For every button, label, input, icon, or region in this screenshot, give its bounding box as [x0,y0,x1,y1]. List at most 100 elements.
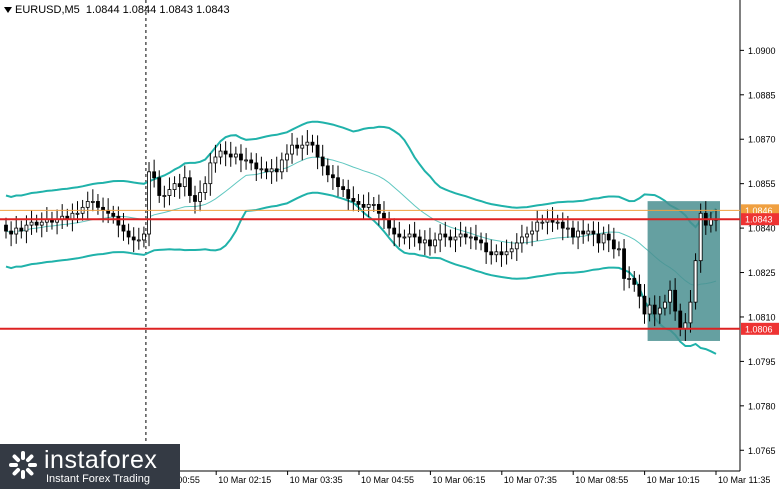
candle-body [468,236,473,239]
candle-body [581,230,586,235]
candle [228,141,233,167]
candle [147,162,151,247]
candle [249,152,254,171]
candle [443,221,448,247]
candle-body [402,236,407,239]
candle [14,215,19,244]
candle-body [254,162,259,170]
candle [647,297,652,322]
candle [402,229,407,245]
candle [586,223,591,242]
candle [530,221,535,247]
candle-body [494,251,499,256]
candle-body [259,168,264,171]
candle-body [223,150,228,155]
candle-body [453,236,458,241]
candle [392,218,397,247]
candle [535,210,540,241]
candle [198,180,203,212]
candle-body [187,177,192,196]
time-tick-label: 10 Mar 03:35 [290,475,343,485]
candle [244,147,248,170]
candle [514,233,519,261]
candle-body [346,189,351,199]
candle [596,221,601,253]
candle [264,161,269,180]
candle-body [698,212,703,262]
candle [279,152,284,180]
candle [617,241,621,257]
time-tick-label: 10 Mar 08:55 [575,475,628,485]
candle-body [182,177,187,188]
candle-body [269,168,274,173]
price-tick-label: 1.0795 [748,357,776,367]
candle-body [152,171,157,179]
price-tick-label: 1.0885 [748,90,776,100]
candle [126,223,131,245]
candle-body [663,301,667,309]
candle [663,294,667,316]
candle-body [448,236,453,241]
candle [560,212,565,241]
candle [320,144,325,176]
candle [239,144,243,173]
candle-body [9,230,14,235]
candle [606,224,611,253]
candle [305,130,310,155]
candle [50,211,54,230]
candle-body [693,260,698,303]
candle [116,206,121,238]
candle-body [290,144,294,155]
candle-body [116,215,121,226]
candle [458,221,463,247]
candle-body [438,233,443,241]
candle [162,185,167,208]
instaforex-mark-icon [9,451,37,479]
candle [397,221,402,247]
candle-body [75,212,80,215]
candle [484,233,489,264]
candle-body [657,307,662,315]
candle [29,210,34,235]
ohlc-values: 1.0844 1.0844 1.0843 1.0843 [85,4,230,16]
candle-body [397,233,402,238]
candle [417,229,422,251]
candle-body [341,186,346,190]
candle-body [627,278,632,280]
price-tick-label: 1.0810 [748,312,776,322]
candle-body [136,239,141,242]
candle-body [428,239,432,247]
candle-body [479,239,483,244]
price-tick-label: 1.0765 [748,446,776,456]
candle [70,203,75,232]
candle-body [29,221,34,226]
price-label-box [741,213,779,226]
candle-body [310,141,315,146]
candle-body [376,203,381,214]
candle [428,227,432,256]
candle [571,220,575,245]
middle-band-line [5,156,717,287]
candle-body [622,248,626,279]
candle [55,209,59,235]
candle-body [366,203,371,208]
upper-band-line [5,120,717,229]
candle-body [647,304,652,315]
candle-body [305,141,310,146]
candle-body [325,165,330,176]
candle [336,165,340,197]
candle-body [601,233,606,244]
candle-body [509,248,514,253]
candle-body [387,218,391,229]
price-tick-label: 1.0870 [748,135,776,145]
symbol-label: EURUSD,M5 [15,4,80,16]
candle [285,144,289,173]
candle [213,144,218,173]
candle-body [331,174,335,179]
candle-body [458,233,463,238]
candle [632,271,637,292]
candle [407,224,412,250]
candle [34,214,39,233]
candle [131,227,136,253]
candle-body [300,144,305,149]
